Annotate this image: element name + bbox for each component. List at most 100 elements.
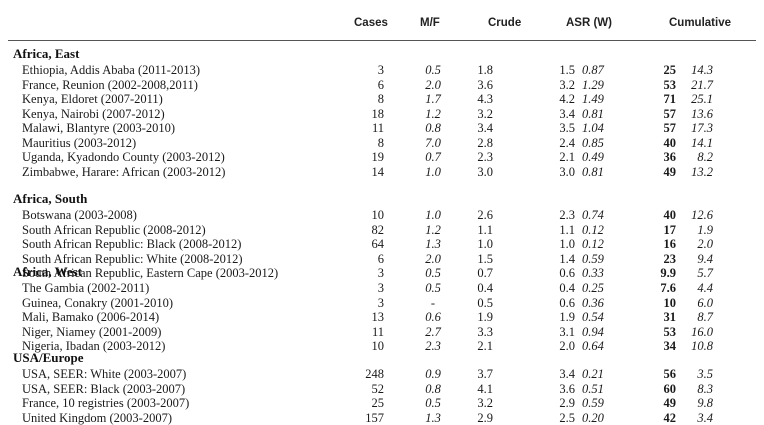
cell-cumse: 6.0	[697, 295, 713, 310]
cell-crude: 2.6	[477, 208, 493, 222]
cell-cases: 13	[371, 310, 385, 324]
cell-mf: -	[430, 295, 436, 310]
cell-label: Uganda, Kyadondo County (2003-2012)	[22, 150, 225, 164]
cell-mf: 1.2	[425, 106, 441, 121]
cell-cum: 49	[663, 164, 677, 179]
cell-crude: 2.1	[477, 339, 493, 353]
cell-cumse: 16.0	[691, 324, 713, 339]
cell-label: USA, SEER: White (2003-2007)	[22, 367, 187, 381]
cell-crude: 3.7	[477, 367, 493, 381]
cell-cases: 3	[377, 63, 384, 77]
cell-cumse: 4.4	[697, 281, 713, 295]
cell-mf: 7.0	[425, 135, 441, 150]
cell-asrse: 0.85	[582, 135, 604, 150]
table-row: Mauritius (2003-2012) 8 7.0 2.8 2.4 0.85 40 14.…	[0, 136, 764, 150]
table-row: Botswana (2003-2008) 10 1.0 2.6 2.3 0.74 40 12.…	[0, 208, 764, 222]
cell-cumse: 8.2	[697, 150, 713, 164]
cell-label: France, Reunion (2002-2008,2011)	[22, 77, 198, 92]
cell-cum: 36	[663, 150, 677, 164]
table-row: Malawi, Blantyre (2003-2010) 11 0.8 3.4 3.5 1…	[0, 121, 764, 135]
cell-cum: 49	[663, 396, 677, 410]
cell-cases: 19	[371, 150, 385, 164]
group-title: Africa, West	[13, 264, 83, 279]
cell-cumse: 3.4	[697, 410, 713, 425]
cell-asrse: 0.94	[582, 324, 604, 339]
cell-cum: 57	[663, 106, 677, 121]
cell-asr: 3.6	[559, 381, 575, 396]
cell-crude: 3.3	[477, 324, 493, 339]
table-row: Kenya, Eldoret (2007-2011) 8 1.7 4.3 4.2 1.49…	[0, 92, 764, 106]
cell-asrse: 0.81	[582, 164, 604, 179]
cell-crude: 3.6	[477, 77, 493, 92]
header-mf: M/F	[420, 17, 440, 29]
cell-asr: 1.5	[559, 63, 575, 77]
cell-asrse: 0.33	[582, 266, 604, 280]
cell-asrse: 0.59	[582, 396, 604, 410]
cell-asr: 2.1	[559, 150, 575, 164]
cell-asr: 3.1	[559, 324, 575, 339]
cell-mf: 0.5	[425, 266, 441, 280]
cell-cases: 18	[371, 106, 385, 121]
cell-label: South African Republic (2008-2012)	[22, 222, 206, 237]
cell-cum: 17	[663, 222, 677, 237]
cell-label: Mali, Bamako (2006-2014)	[22, 310, 160, 324]
table-row: Niger, Niamey (2001-2009) 11 2.7 3.3 3.1 0.94…	[0, 325, 764, 339]
cell-cumse: 8.7	[697, 310, 713, 324]
table-row: France, 10 registries (2003-2007) 25 0.5 3.…	[0, 396, 764, 410]
cell-cum: 10	[663, 295, 677, 310]
cell-label: Guinea, Conakry (2001-2010)	[22, 295, 174, 310]
cell-asrse: 0.49	[582, 150, 604, 164]
cell-cum: 23	[663, 251, 677, 266]
cell-cum: 34	[663, 339, 677, 353]
table-row: The Gambia (2002-2011) 3 0.5 0.4 0.4 0.25 7.6 4…	[0, 281, 764, 295]
cell-label: United Kingdom (2003-2007)	[22, 410, 172, 425]
table-row: South African Republic: Black (2008-2012…	[0, 237, 764, 251]
cell-cases: 52	[371, 381, 385, 396]
cell-asr: 4.2	[559, 92, 575, 106]
cell-asr: 2.5	[559, 410, 575, 425]
cell-cumse: 9.8	[697, 396, 713, 410]
cell-cases: 6	[377, 77, 384, 92]
cell-label: Malawi, Blantyre (2003-2010)	[22, 121, 176, 135]
cell-label: The Gambia (2002-2011)	[22, 281, 150, 295]
cell-cases: 11	[371, 324, 384, 339]
cell-label: South African Republic: Black (2008-2012…	[22, 237, 242, 251]
cell-cases: 6	[377, 251, 384, 266]
cell-crude: 3.2	[477, 396, 493, 410]
group-title: USA/Europe	[13, 350, 84, 365]
cell-label: USA, SEER: Black (2003-2007)	[22, 381, 186, 396]
cell-cases: 82	[371, 222, 385, 237]
table-row: Kenya, Nairobi (2007-2012) 18 1.2 3.2 3.4 0.8…	[0, 107, 764, 121]
cell-cumse: 8.3	[697, 381, 713, 396]
cell-cases: 157	[365, 410, 384, 425]
cell-cumse: 12.6	[691, 208, 713, 222]
cell-cases: 14	[371, 164, 385, 179]
table-row: Nigeria, Ibadan (2003-2012) 10 2.3 2.1 2.0 0.…	[0, 339, 764, 353]
cell-label: Kenya, Eldoret (2007-2011)	[22, 92, 163, 106]
table-row: South African Republic, Eastern Cape (20…	[0, 266, 764, 280]
cell-cumse: 14.3	[691, 63, 713, 77]
cell-asrse: 1.49	[582, 92, 604, 106]
cell-asr: 2.3	[559, 208, 575, 222]
cell-cum: 53	[663, 77, 677, 92]
cell-cum: 53	[663, 324, 677, 339]
cell-cases: 10	[371, 208, 385, 222]
cell-asrse: 0.81	[582, 106, 604, 121]
cell-cum: 40	[663, 208, 677, 222]
cell-cumse: 13.2	[691, 164, 713, 179]
cell-crude: 1.5	[477, 251, 493, 266]
table-row: France, Reunion (2002-2008,2011) 6 2.0 3.6 3…	[0, 78, 764, 92]
cell-mf: 0.5	[425, 396, 441, 410]
cell-cases: 3	[377, 266, 384, 280]
cell-asrse: 1.04	[582, 121, 604, 135]
cell-crude: 1.8	[477, 63, 493, 77]
cell-cases: 25	[371, 396, 385, 410]
cell-label: Nigeria, Ibadan (2003-2012)	[22, 339, 166, 353]
cell-mf: 2.3	[425, 339, 441, 353]
cell-crude: 0.7	[477, 266, 493, 280]
table-row: South African Republic: White (2008-2012…	[0, 252, 764, 266]
cell-crude: 3.2	[477, 106, 493, 121]
header-crude: Crude	[488, 17, 522, 29]
cell-cumse: 9.4	[697, 251, 713, 266]
cell-asrse: 0.25	[582, 281, 604, 295]
